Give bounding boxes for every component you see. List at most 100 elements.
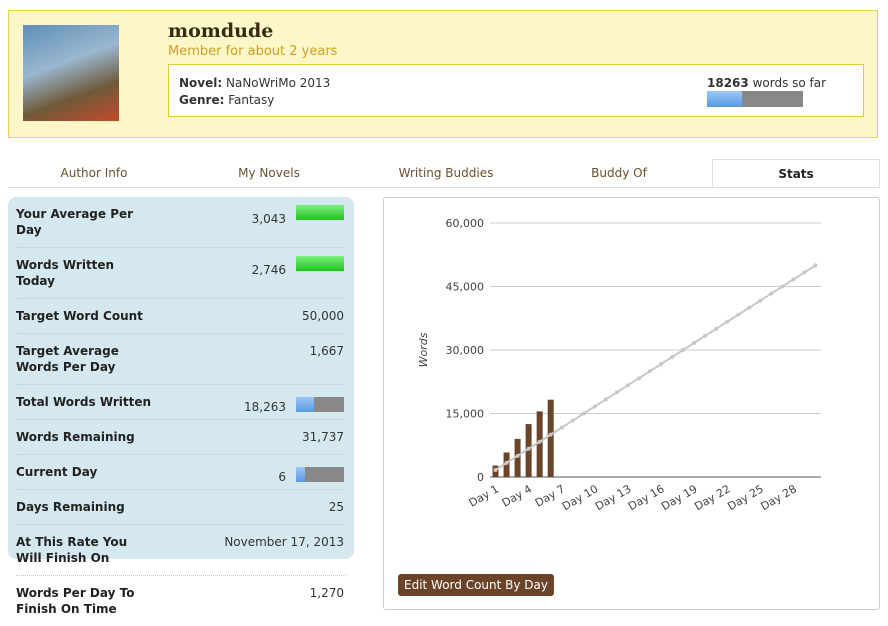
stat-row: Target Average Words Per Day 1,667 [16,334,346,385]
stat-row: Days Remaining 25 [16,490,346,525]
stat-label: Words Written Today [16,258,115,288]
genre: Fantasy [228,93,275,107]
y-tick-label: 45,000 [446,281,485,294]
line-point [625,383,630,388]
avatar [23,25,119,121]
line-point [603,397,608,402]
x-tick-label: Day 13 [593,482,633,513]
x-tick-label: Day 22 [692,482,732,513]
edit-button[interactable]: Edit Word Count By Day [398,574,555,596]
line-point [570,418,575,423]
target-line [494,264,817,471]
x-tick-label: Day 10 [560,482,600,513]
line-point [681,348,686,352]
stat-label: Days Remaining [16,500,125,514]
tab[interactable]: Author Info [60,166,128,180]
line-point [791,277,796,282]
line-point [813,263,818,268]
line-point [802,270,807,275]
x-tick-label: Day 16 [626,482,666,513]
tab[interactable]: My Novels [238,166,300,180]
line-point [592,404,597,409]
line-point [581,411,586,416]
tab[interactable]: Writing Buddies [398,166,494,180]
stat-value: 2,746 [251,263,286,277]
novel-name[interactable]: NaNoWriMo 2013 [226,76,331,90]
stat-row: Total Words Written 18,263 [16,385,346,420]
profile-header: momdude Member for about 2 years Novel: … [8,10,878,138]
stat-value: 1,667 [309,344,344,358]
stat-row: Target Word Count 50,000 [16,299,346,334]
line-point [747,305,752,310]
line-point [692,340,697,345]
y-tick-label: 0 [477,471,484,484]
line-point [548,432,553,437]
stat-label: Words Remaining [16,430,135,444]
stat-row: Your Average Per Day 3,043 [16,197,346,248]
line-point [736,312,741,317]
stat-row: Words Per Day To Finish On Time 1,270 [16,576,346,626]
stat-value: 31,737 [302,430,344,444]
stat-bar [296,256,344,271]
tab[interactable]: Stats [712,159,880,187]
stat-bar-fill [296,256,344,271]
stat-bar [296,397,344,412]
line-point [769,291,774,296]
line-point [725,319,730,324]
genre-line: Genre: Fantasy [179,93,274,107]
line-point [670,355,675,360]
tab[interactable]: Buddy Of [591,166,647,180]
stat-row: Words Remaining 31,737 [16,420,346,455]
stat-label: Words Per Day To Finish On Time [16,586,135,616]
novel-line: Novel: NaNoWriMo 2013 [179,76,330,90]
member-since: Member for about 2 years [168,44,338,59]
stat-bar [296,205,344,220]
stat-value: November 17, 2013 [224,535,344,549]
stat-label: Your Average Per Day [16,207,134,237]
tab-bar: Author Info My Novels Writing Buddies Buddy… [8,159,880,188]
line-point [614,390,619,395]
line-point [493,467,498,472]
y-axis-label: Words [417,332,430,367]
line-point [714,326,719,331]
stat-label: Target Word Count [16,309,143,323]
x-tick-label: Day 25 [725,482,765,513]
stat-value: 3,043 [251,212,286,226]
stat-value: 50,000 [302,309,344,323]
stat-label: Target Average Words Per Day [16,344,119,374]
bar [547,399,554,477]
line-point [559,425,564,430]
line-point [636,376,641,381]
x-tick-label: Day 4 [500,482,534,509]
stat-row: Current Day 6 [16,455,346,490]
genre-label: Genre: [179,93,225,107]
stat-value: 25 [328,500,344,514]
y-tick-label: 60,000 [446,217,485,230]
stat-value: 18,263 [244,400,286,414]
line-point [526,446,531,451]
novel-label: Novel: [179,76,223,90]
stat-row: At This Rate You Will Finish On November … [16,525,346,576]
words-count: 18263 [707,76,749,90]
line-point [780,284,785,289]
chart-panel: 0 15,000 30,000 45,000 60,000 Words Day 1 Day 4… [383,197,880,610]
x-tick-label: Day 19 [659,482,699,513]
line-point [703,333,708,338]
progress-bar [707,91,803,107]
words-suffix: words so far [752,76,827,90]
stat-value: 6 [278,470,286,484]
stat-bar-fill [296,205,344,220]
novel-box: Novel: NaNoWriMo 2013 Genre: Fantasy 182… [168,64,864,117]
username[interactable]: momdude [168,20,274,42]
x-tick-label: Day 28 [758,482,798,513]
bar [536,411,543,477]
stat-label: Total Words Written [16,395,152,409]
stat-bar-fill [296,397,314,412]
stats-panel: Your Average Per Day 3,043 Words Written T… [8,197,354,616]
line-point [659,362,664,367]
line-point [504,460,509,465]
line-point [537,439,542,444]
stat-row: Words Written Today 2,746 [16,248,346,299]
